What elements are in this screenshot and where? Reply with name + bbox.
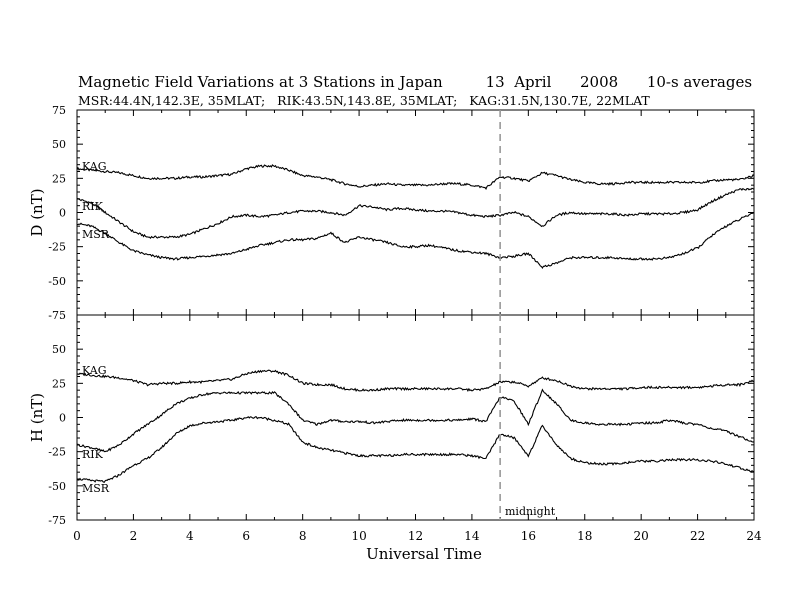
series-line-msr (76, 416, 755, 483)
series-label-rik: RIK (82, 200, 104, 213)
series-line-rik (76, 388, 755, 453)
series-line-kag (76, 369, 755, 393)
chart-date: 13 April (485, 73, 552, 91)
x-tick-label: 6 (242, 529, 250, 543)
series-line-kag (76, 164, 755, 191)
x-tick-label: 16 (521, 529, 536, 543)
y-tick-label: -25 (48, 446, 66, 459)
x-tick-label: 22 (690, 529, 705, 543)
y-tick-label: -50 (48, 480, 66, 493)
y-axis-label-h: H (nT) (28, 393, 46, 442)
y-tick-label: -50 (48, 275, 66, 288)
y-tick-label: 0 (59, 207, 66, 220)
chart-title-line: Magnetic Field Variations at 3 Stations … (78, 73, 752, 91)
series-label-kag: KAG (82, 160, 107, 173)
x-tick-label: 12 (408, 529, 423, 543)
series-line-rik (76, 187, 755, 240)
y-tick-label: 25 (52, 377, 66, 390)
chart-title: Magnetic Field Variations at 3 Stations … (78, 73, 443, 91)
plot-frame (76, 109, 755, 316)
y-tick-label: 50 (52, 343, 66, 356)
x-tick-label: 8 (299, 529, 307, 543)
y-tick-label: 25 (52, 172, 66, 185)
series-line-msr (76, 212, 755, 270)
chart-year: 2008 (580, 73, 619, 91)
x-tick-label: 14 (464, 529, 480, 543)
x-tick-label: 20 (634, 529, 649, 543)
x-tick-label: 18 (577, 529, 592, 543)
y-tick-label: -75 (48, 309, 66, 322)
y-tick-label: 50 (52, 138, 66, 151)
x-tick-label: 2 (130, 529, 138, 543)
x-tick-label: 4 (186, 529, 194, 543)
x-tick-label: 0 (73, 529, 81, 543)
y-tick-label: 75 (52, 104, 66, 117)
stations-subtitle: MSR:44.4N,142.3E, 35MLAT; RIK:43.5N,143.… (78, 93, 650, 108)
y-tick-label: 0 (59, 412, 66, 425)
midnight-label: midnight (505, 505, 556, 518)
series-label-msr: MSR (82, 228, 110, 241)
series-label-rik: RIK (82, 448, 104, 461)
x-axis-label: Universal Time (366, 545, 482, 563)
series-label-msr: MSR (82, 482, 110, 495)
x-tick-label: 10 (351, 529, 366, 543)
panel-d: 75 50 25 0 -25 -50 -75 KAG RIK MSR (48, 104, 755, 322)
y-tick-label: -75 (48, 514, 66, 527)
chart-averaging: 10-s averages (646, 73, 753, 91)
x-tick-label: 24 (746, 529, 762, 543)
plot-frame (76, 314, 755, 521)
y-axis-label-d: D (nT) (28, 188, 46, 236)
y-tick-label: -25 (48, 241, 66, 254)
series-label-kag: KAG (82, 364, 107, 377)
